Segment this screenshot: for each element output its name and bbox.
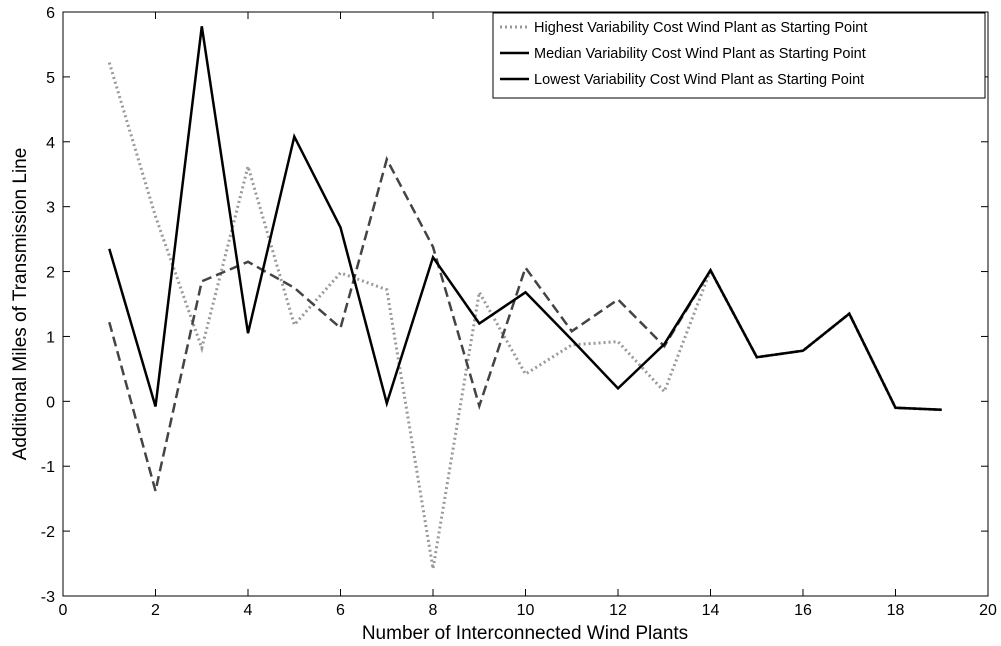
x-tick-label: 16: [794, 602, 812, 619]
y-tick-label: 2: [46, 265, 55, 282]
series-line-3: [108, 26, 942, 412]
x-axis-label: Number of Interconnected Wind Plants: [362, 623, 688, 644]
legend-label-2: Median Variability Cost Wind Plant as St…: [534, 46, 866, 62]
x-tick-label: 18: [887, 602, 905, 619]
series-line-2: [108, 155, 942, 492]
y-tick-label: -2: [41, 524, 55, 541]
plot-area: [62, 11, 989, 597]
legend-label-1: Highest Variability Cost Wind Plant as S…: [534, 20, 867, 36]
x-tick-label: 14: [702, 602, 720, 619]
y-tick-label: 0: [46, 394, 55, 411]
y-tick-label: 4: [46, 135, 55, 152]
y-tick-label: 3: [46, 200, 55, 217]
x-tick-label: 6: [336, 602, 345, 619]
legend: Highest Variability Cost Wind Plant as S…: [492, 12, 986, 99]
legend-box: [492, 12, 986, 99]
x-tick-label: 12: [609, 602, 627, 619]
y-axis-label: Additional Miles of Transmission Line: [10, 148, 31, 461]
y-tick-label: -3: [41, 589, 55, 606]
x-tick-label: 10: [517, 602, 535, 619]
legend-label-3: Lowest Variability Cost Wind Plant as St…: [534, 72, 864, 88]
series-lines: [107, 26, 942, 569]
x-tick-label: 4: [244, 602, 253, 619]
x-tick-label: 20: [979, 602, 997, 619]
x-tick-label: 0: [59, 602, 68, 619]
y-tick-label: 6: [46, 5, 55, 22]
y-tick-label: -1: [41, 459, 55, 476]
y-tick-label: 5: [46, 70, 55, 87]
x-tick-label: 2: [151, 602, 160, 619]
x-tick-label: 8: [429, 602, 438, 619]
y-tick-label: 1: [46, 329, 55, 346]
